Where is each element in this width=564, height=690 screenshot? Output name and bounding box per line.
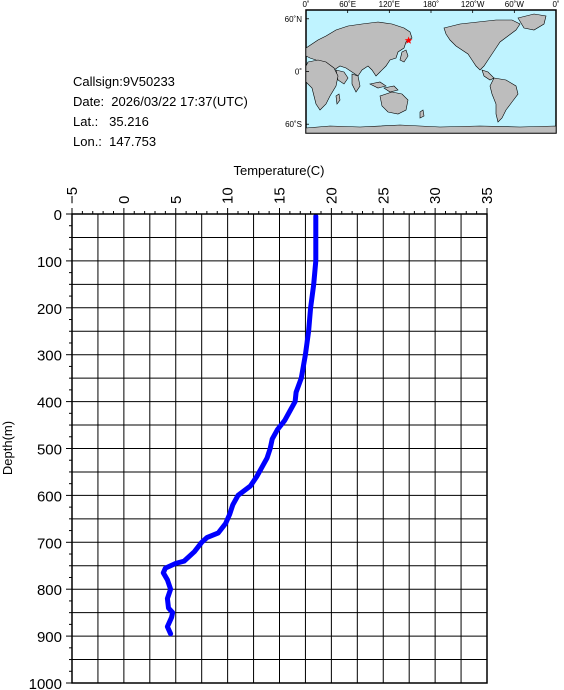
x-tick-label: 0 bbox=[116, 196, 133, 204]
map-lon-label: 120˚E bbox=[379, 0, 400, 9]
y-tick-label: 100 bbox=[37, 254, 62, 271]
map-lon-label: 120˚W bbox=[461, 0, 485, 9]
map-lon-label: 60˚E bbox=[339, 0, 356, 9]
y-tick-label: 400 bbox=[37, 395, 62, 412]
map-lon-label: 180˚ bbox=[423, 0, 439, 9]
latitude-label: Lat.: 35.216 bbox=[73, 114, 149, 129]
y-tick-label: 700 bbox=[37, 535, 62, 552]
x-tick-label: 5 bbox=[168, 196, 185, 204]
y-tick-label: 1000 bbox=[29, 676, 62, 690]
map-lat-label: 60˚N bbox=[285, 15, 303, 24]
x-tick-label: 35 bbox=[479, 187, 496, 204]
map-lat-label: 60˚S bbox=[285, 120, 302, 129]
callsign-label: Callsign:9V50233 bbox=[73, 74, 175, 89]
float-info: Callsign:9V50233 Date: 2026/03/22 17:37(… bbox=[73, 72, 248, 152]
y-tick-label: 900 bbox=[37, 629, 62, 646]
grid-lines bbox=[71, 213, 488, 684]
map-land bbox=[305, 13, 557, 134]
x-axis-title: Temperature(C) bbox=[233, 163, 324, 178]
y-tick-label: 0 bbox=[54, 207, 62, 224]
y-tick-label: 500 bbox=[37, 442, 62, 459]
temperature-profile-line bbox=[160, 213, 319, 637]
y-tick-label: 300 bbox=[37, 348, 62, 365]
y-tick-label: 800 bbox=[37, 582, 62, 599]
x-tick-labels: −5 0 5 10 15 20 25 30 35 bbox=[64, 187, 496, 204]
map-lat-label: 0˚ bbox=[295, 68, 302, 77]
plot-frame bbox=[71, 213, 488, 684]
y-axis-title: Depth(m) bbox=[0, 421, 15, 475]
y-tick-label: 600 bbox=[37, 488, 62, 505]
x-tick-label: 15 bbox=[272, 187, 289, 204]
longitude-label: Lon.: 147.753 bbox=[73, 134, 157, 149]
y-tick-labels: 0 100 200 300 400 500 600 700 800 900 1000 bbox=[29, 207, 62, 690]
map-lon-label: 0˚ bbox=[552, 0, 559, 9]
tick-marks bbox=[66, 208, 488, 684]
x-tick-label: 20 bbox=[323, 187, 340, 204]
x-tick-label: 30 bbox=[427, 187, 444, 204]
map-lon-label: 60˚W bbox=[505, 0, 525, 9]
x-tick-label: −5 bbox=[64, 187, 81, 204]
series-layer bbox=[160, 213, 319, 637]
y-tick-label: 200 bbox=[37, 301, 62, 318]
date-label: Date: 2026/03/22 17:37(UTC) bbox=[73, 94, 248, 109]
world-map: 0˚ 60˚E 120˚E 180˚ 120˚W 60˚W 0˚ 60˚N 0˚ 60˚S bbox=[285, 0, 560, 134]
x-tick-label: 25 bbox=[375, 187, 392, 204]
location-star-icon bbox=[404, 36, 413, 44]
x-tick-label: 10 bbox=[220, 187, 237, 204]
map-lon-label: 0˚ bbox=[302, 0, 309, 9]
